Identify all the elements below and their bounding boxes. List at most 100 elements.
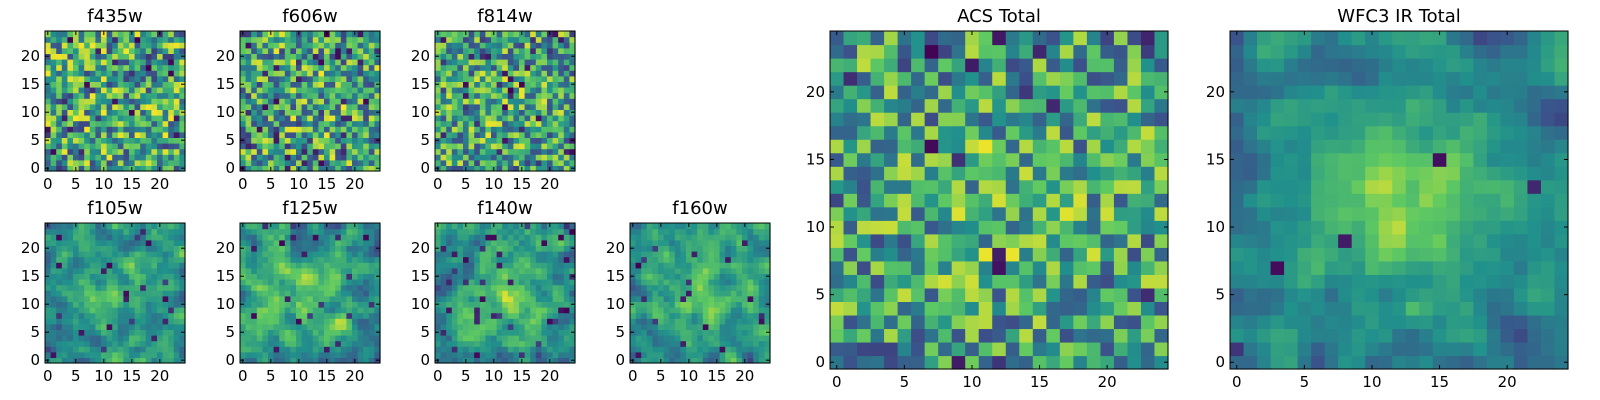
- heatmap-cell: [440, 251, 447, 258]
- heatmap-cell: [95, 323, 102, 330]
- heatmap-cell: [50, 340, 57, 347]
- heatmap-cell: [78, 53, 85, 60]
- heatmap-cell: [363, 126, 370, 133]
- heatmap-cell: [446, 42, 453, 49]
- heatmap-cell: [758, 228, 765, 235]
- heatmap-cell: [56, 115, 63, 122]
- heatmap-cell: [352, 115, 359, 122]
- heatmap-cell: [50, 98, 57, 105]
- heatmap-cell: [652, 312, 659, 319]
- heatmap-cell: [145, 143, 152, 150]
- heatmap-cell: [296, 267, 303, 274]
- heatmap-cell: [374, 31, 381, 38]
- heatmap-cell: [368, 279, 375, 286]
- heatmap-cell: [1005, 287, 1020, 302]
- heatmap-cell: [535, 98, 542, 105]
- heatmap-cell: [262, 131, 269, 138]
- heatmap-cell: [290, 92, 297, 99]
- heatmap-cell: [513, 301, 520, 308]
- heatmap-cell: [318, 323, 325, 330]
- heatmap-cell: [457, 148, 464, 155]
- heatmap-cell: [106, 223, 113, 230]
- heatmap-cell: [352, 346, 359, 353]
- heatmap-cell: [179, 92, 186, 99]
- heatmap-cell: [708, 279, 715, 286]
- heatmap-cell: [474, 273, 481, 280]
- heatmap-cell: [357, 159, 364, 166]
- heatmap-cell: [714, 273, 721, 280]
- heatmap-cell: [279, 245, 286, 252]
- heatmap-cell: [301, 126, 308, 133]
- heatmap-cell: [736, 273, 743, 280]
- heatmap-cell: [374, 159, 381, 166]
- heatmap-cell: [758, 340, 765, 347]
- heatmap-cell: [463, 131, 470, 138]
- heatmap-cell: [251, 75, 258, 82]
- heatmap-cell: [491, 234, 498, 241]
- heatmap-cell: [157, 329, 164, 336]
- heatmap-cell: [145, 115, 152, 122]
- heatmap-cell: [50, 87, 57, 94]
- heatmap-cell: [519, 115, 526, 122]
- heatmap-cell: [363, 357, 370, 364]
- heatmap-cell: [140, 53, 147, 60]
- heatmap-cell: [630, 256, 637, 263]
- heatmap-cell: [240, 70, 247, 77]
- heatmap-cell: [374, 143, 381, 150]
- heatmap-cell: [84, 346, 91, 353]
- heatmap-cell: [134, 329, 141, 336]
- heatmap-cell: [451, 323, 458, 330]
- heatmap-cell: [256, 340, 263, 347]
- heatmap-cell: [256, 131, 263, 138]
- heatmap-cell: [251, 307, 258, 314]
- heatmap-cell: [641, 295, 648, 302]
- heatmap-cell: [530, 256, 537, 263]
- heatmap-cell: [558, 284, 565, 291]
- heatmap-cell: [301, 36, 308, 43]
- heatmap-cell: [714, 329, 721, 336]
- heatmap-cell: [552, 335, 559, 342]
- heatmap-cell: [89, 154, 96, 161]
- heatmap-cell: [463, 351, 470, 358]
- heatmap-cell: [346, 279, 353, 286]
- heatmap-cell: [363, 262, 370, 269]
- heatmap-cell: [374, 340, 381, 347]
- heatmap-cell: [95, 273, 102, 280]
- heatmap-cell: [262, 251, 269, 258]
- heatmap-cell: [56, 256, 63, 263]
- heatmap-cell: [635, 228, 642, 235]
- heatmap-cell: [463, 81, 470, 88]
- heatmap-cell: [474, 284, 481, 291]
- heatmap-cell: [563, 75, 570, 82]
- x-tick-label: 0: [238, 175, 248, 193]
- heatmap-cell: [145, 81, 152, 88]
- heatmap-cell: [262, 70, 269, 77]
- heatmap-cell: [129, 351, 136, 358]
- heatmap-cell: [535, 70, 542, 77]
- heatmap-cell: [157, 234, 164, 241]
- heatmap-cell: [702, 284, 709, 291]
- heatmap-cell: [312, 109, 319, 116]
- heatmap-cell: [1140, 260, 1156, 275]
- heatmap-cell: [474, 36, 481, 43]
- heatmap-cell: [558, 357, 565, 364]
- heatmap-cell: [686, 284, 693, 291]
- heatmap-cell: [168, 290, 175, 297]
- heatmap-cell: [468, 312, 475, 319]
- heatmap-cell: [312, 234, 319, 241]
- y-tick-label: 5: [420, 323, 430, 341]
- heatmap-cell: [173, 228, 180, 235]
- heatmap-cell: [569, 131, 576, 138]
- heatmap-cell: [335, 42, 342, 49]
- heatmap-cell: [702, 267, 709, 274]
- heatmap-cell: [658, 312, 665, 319]
- heatmap-cell: [173, 351, 180, 358]
- heatmap-cell: [284, 98, 291, 105]
- heatmap-cell: [168, 256, 175, 263]
- heatmap-cell: [563, 239, 570, 246]
- heatmap-cell: [56, 159, 63, 166]
- heatmap-cell: [357, 137, 364, 144]
- heatmap-cell: [547, 267, 554, 274]
- heatmap-cell: [296, 98, 303, 105]
- heatmap-cell: [502, 59, 509, 66]
